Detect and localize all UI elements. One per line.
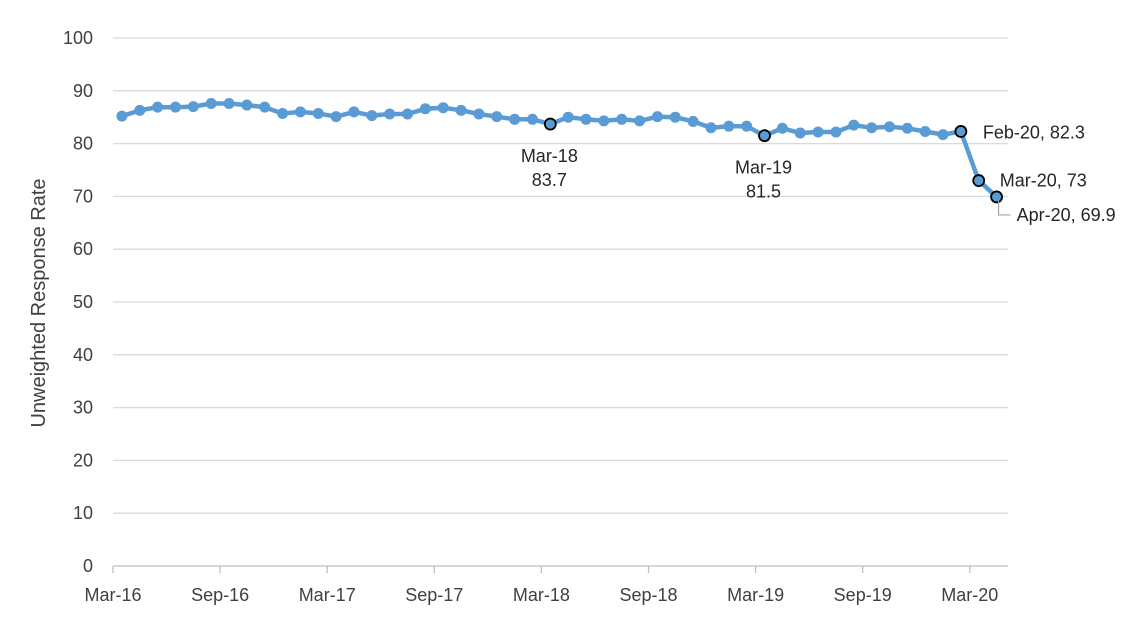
data-point bbox=[509, 113, 521, 125]
highlighted-data-point bbox=[758, 129, 771, 143]
data-point bbox=[830, 126, 842, 138]
x-tick-label: Sep-16 bbox=[191, 585, 249, 605]
data-point bbox=[580, 113, 592, 125]
data-point bbox=[848, 119, 860, 131]
y-tick-label: 90 bbox=[73, 81, 93, 101]
data-point bbox=[562, 111, 574, 123]
annotation-value: 83.7 bbox=[532, 170, 567, 190]
data-point bbox=[277, 108, 289, 120]
data-point bbox=[294, 106, 306, 118]
highlighted-data-point bbox=[990, 190, 1003, 204]
data-point bbox=[937, 129, 949, 141]
highlighted-data-point bbox=[543, 117, 557, 131]
data-point bbox=[152, 101, 164, 113]
data-point bbox=[705, 122, 717, 134]
annotation-label: Mar-20, 73 bbox=[1000, 171, 1087, 191]
annotation-label: Feb-20, 82.3 bbox=[983, 122, 1085, 142]
annotation-value: 81.5 bbox=[746, 182, 781, 202]
y-tick-label: 80 bbox=[73, 134, 93, 154]
data-point bbox=[776, 122, 788, 134]
data-point bbox=[259, 101, 271, 113]
y-tick-label: 100 bbox=[63, 28, 93, 48]
x-axis: Mar-16 Sep-16 Mar-17 Sep-17 Mar-18 Sep-18 Mar-… bbox=[84, 565, 1008, 605]
x-tick-label: Mar-19 bbox=[727, 585, 784, 605]
x-tick-label: Sep-18 bbox=[619, 585, 677, 605]
y-tick-label: 60 bbox=[73, 239, 93, 259]
x-tick-label: Sep-19 bbox=[834, 585, 892, 605]
data-point bbox=[598, 115, 610, 127]
data-point bbox=[116, 110, 128, 122]
y-axis-ticks: 0 10 20 30 40 50 60 70 80 90 100 bbox=[63, 28, 93, 576]
gridlines bbox=[113, 37, 1008, 514]
data-point bbox=[723, 120, 735, 132]
data-point bbox=[402, 108, 414, 120]
y-tick-label: 30 bbox=[73, 398, 93, 418]
data-point bbox=[883, 121, 895, 133]
data-point bbox=[223, 97, 235, 109]
data-point bbox=[651, 111, 663, 123]
data-point bbox=[384, 108, 396, 120]
x-tick-label: Mar-16 bbox=[84, 585, 141, 605]
data-point bbox=[455, 104, 467, 116]
x-tick-label: Mar-18 bbox=[513, 585, 570, 605]
data-point bbox=[437, 102, 449, 114]
annotation-label: Apr-20, 69.9 bbox=[1017, 205, 1116, 225]
highlighted-data-point bbox=[954, 125, 968, 138]
y-tick-label: 20 bbox=[73, 450, 93, 470]
data-point bbox=[419, 103, 431, 115]
annotation-label: Mar-19 bbox=[735, 158, 792, 178]
y-tick-label: 10 bbox=[73, 503, 93, 523]
data-point bbox=[616, 113, 628, 125]
data-point bbox=[205, 97, 217, 109]
data-point bbox=[348, 106, 360, 118]
data-point bbox=[794, 127, 806, 139]
data-point bbox=[687, 115, 699, 127]
annotations: Mar-18 83.7 Mar-19 81.5 Feb-20, 82.3 Mar-20, … bbox=[521, 122, 1116, 224]
y-tick-label: 0 bbox=[83, 556, 93, 576]
data-point bbox=[526, 113, 538, 125]
data-point bbox=[634, 115, 646, 127]
data-point bbox=[134, 104, 146, 116]
data-point bbox=[669, 111, 681, 123]
highlighted-data-point bbox=[972, 174, 986, 187]
data-point bbox=[330, 111, 342, 123]
y-axis-label: Unweighted Response Rate bbox=[28, 178, 50, 427]
data-point bbox=[919, 125, 931, 137]
data-point bbox=[901, 122, 913, 134]
data-point bbox=[187, 101, 199, 113]
data-point bbox=[366, 110, 378, 122]
data-point bbox=[169, 101, 181, 113]
data-point bbox=[741, 120, 753, 132]
x-tick-label: Mar-20 bbox=[941, 585, 998, 605]
data-point bbox=[241, 99, 253, 111]
y-tick-label: 70 bbox=[73, 186, 93, 206]
leader-line bbox=[997, 200, 1011, 216]
data-point bbox=[491, 111, 503, 123]
data-point bbox=[866, 122, 878, 134]
annotation-label: Mar-18 bbox=[521, 146, 578, 166]
x-tick-label: Sep-17 bbox=[405, 585, 463, 605]
y-tick-label: 40 bbox=[73, 345, 93, 365]
data-point bbox=[812, 126, 824, 138]
x-tick-label: Mar-17 bbox=[299, 585, 356, 605]
data-point bbox=[473, 108, 485, 120]
data-points bbox=[116, 97, 1003, 204]
data-point bbox=[312, 108, 324, 120]
y-tick-label: 50 bbox=[73, 292, 93, 312]
